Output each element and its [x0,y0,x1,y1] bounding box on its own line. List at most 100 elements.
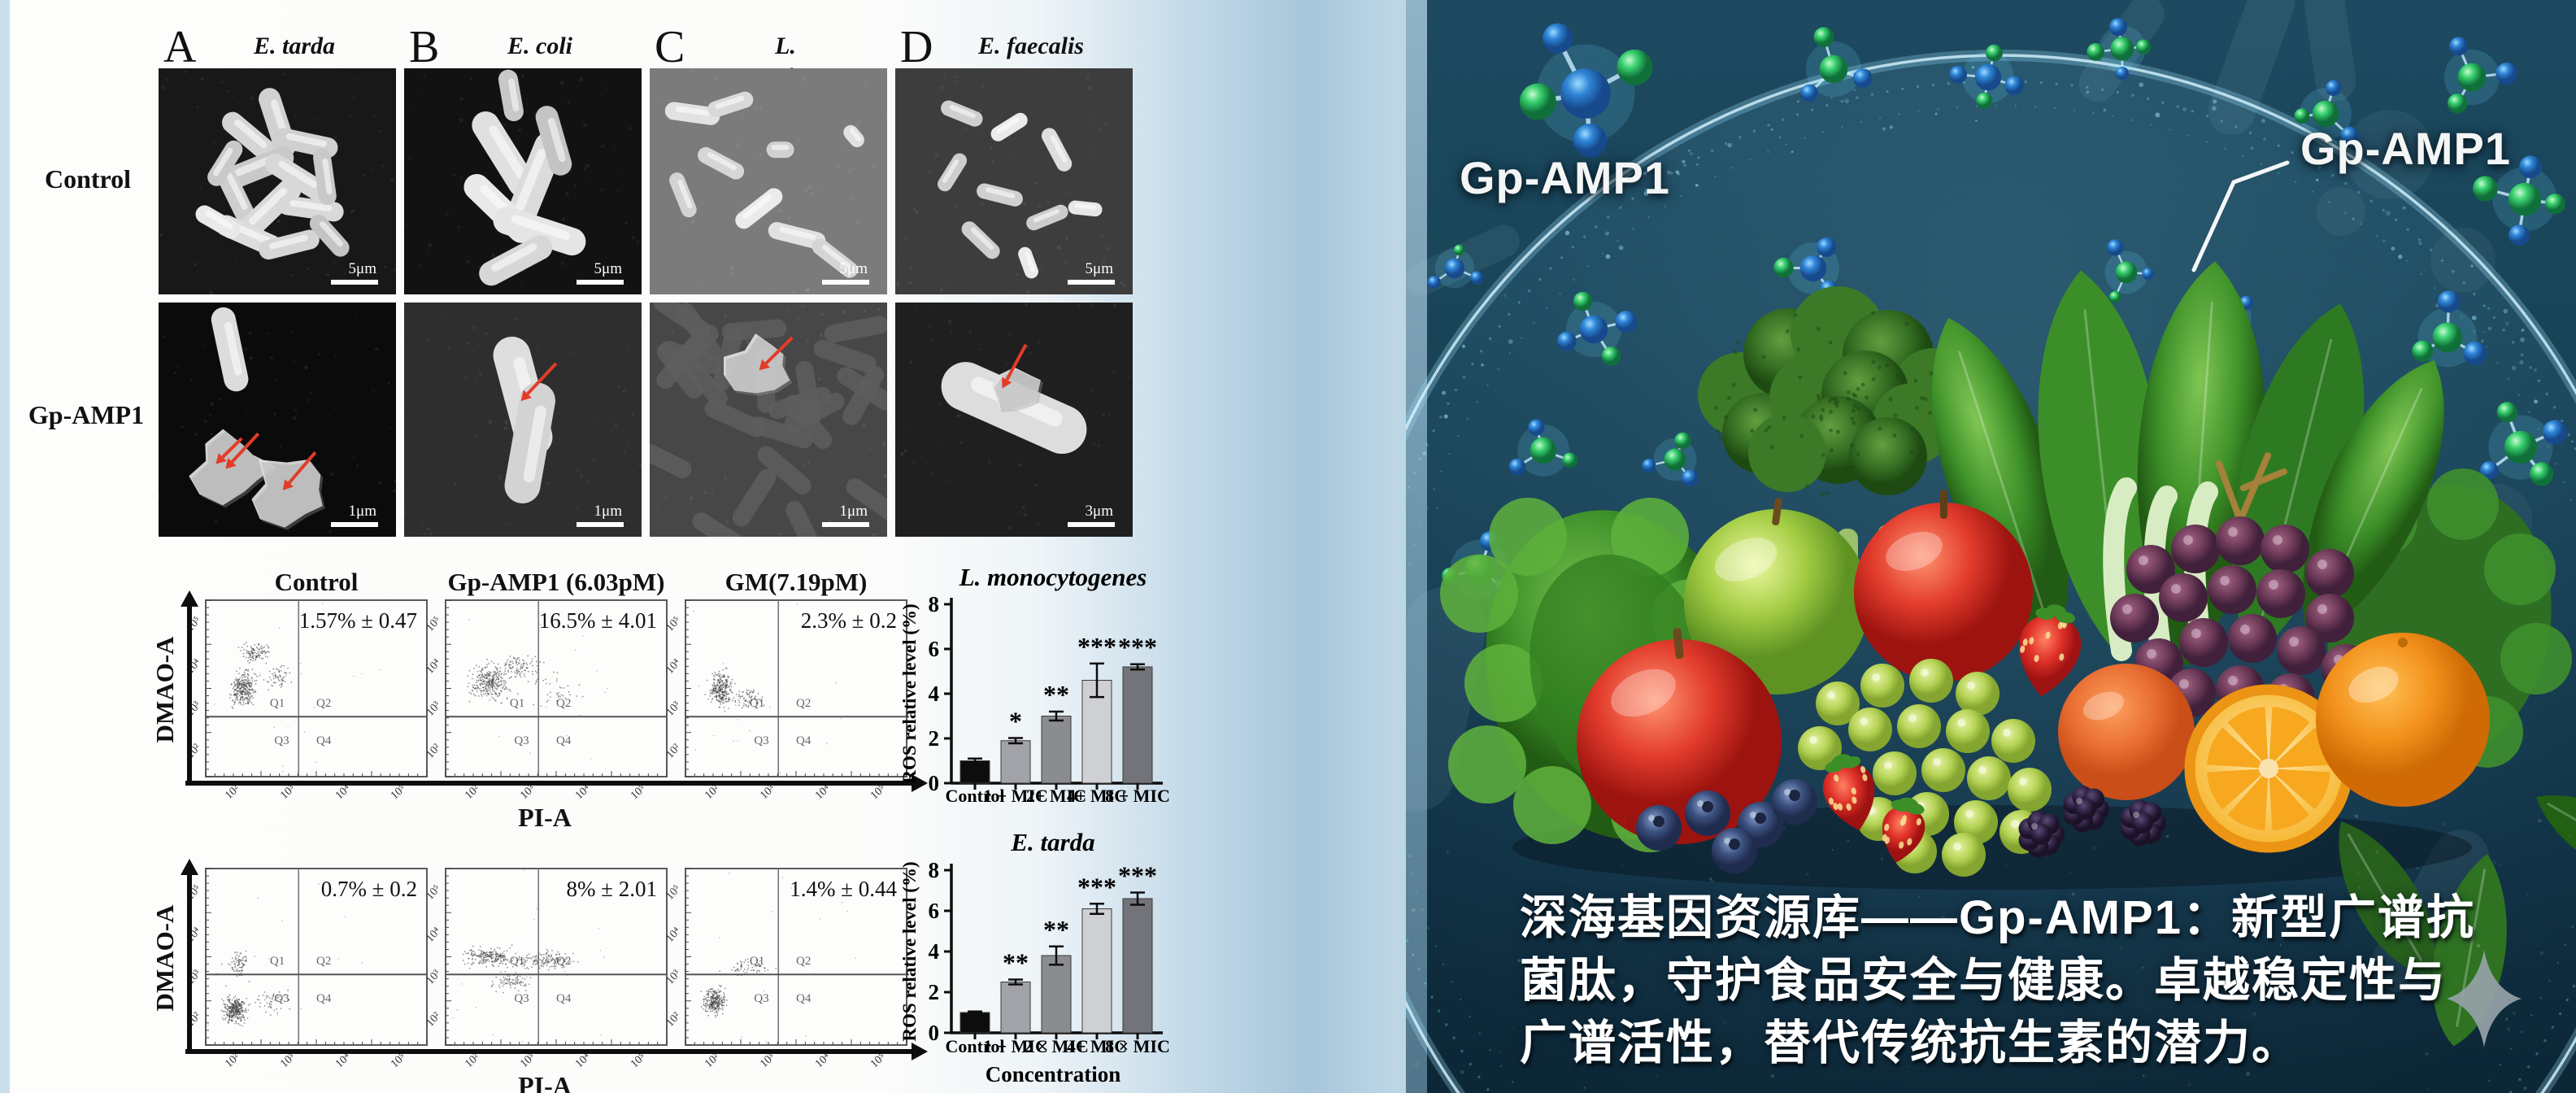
y-tick-label: 10³ [424,968,443,987]
poster-panel: Gp-AMP1 Gp-AMP1 深海基因资源库——Gp-AMP1：新型广谱抗 菌… [1406,0,2576,1093]
y-tick-label: 8 [929,592,940,616]
quadrant-percentage: 8% ± 2.01 [566,877,657,901]
bar-chart-1: L. monocytogenes 0 2 4 6 8 ROS relative level … [899,560,1173,834]
x-tick-label: 10² [223,1052,242,1070]
flow-column-title: Gp-AMP1 (6.03pM) [447,568,665,596]
quadrant-label: Q4 [316,734,332,747]
molecule-icon [2294,80,2360,146]
chart-title: L. monocytogenes [959,563,1147,591]
significance-stars: ** [1043,915,1069,944]
quadrant-percentage: 1.4% ± 0.44 [790,877,897,901]
bar-2+ MIC [1041,716,1072,784]
quadrant-label: Q3 [514,992,529,1005]
flow-y-axis-label: DMAO-A [150,904,179,1012]
poster-artwork [1406,0,2576,1093]
x-category-label: 1 + MIC [983,1036,1048,1056]
flow-plot: 10² 10² 10³ 10³ 10⁴ 10⁴ 10⁵ 10⁵ Q1 Q2 Q3 Q4 2.3% ± 0… [663,599,907,809]
x-tick-label: 10³ [758,783,777,802]
caption-line-1: 深海基因资源库——Gp-AMP1：新型广谱抗 [1520,891,2476,944]
sem-row-label-gpamp1: Gp-AMP1 [28,400,145,429]
quadrant-label: Q3 [274,992,289,1005]
sem-row-label-control: Control [44,164,132,194]
red-arrow-icon [225,432,260,469]
sem-species-label: E. tarda [253,33,336,59]
y-tick-label: 6 [929,899,940,923]
y-tick-label: 10⁴ [664,657,684,677]
sem-panel-letter: D [900,22,933,72]
molecule-icon [1773,237,1839,298]
bar-Control [959,1012,990,1034]
x-category-label: 4+ MIC [1067,786,1127,806]
x-tick-label: 10² [703,783,722,802]
x-category-label: Control [946,1036,1005,1056]
flow-x-axis-arrow [185,1043,928,1060]
flow-plot: 10² 10² 10³ 10³ 10⁴ 10⁴ 10⁵ 10⁵ Q1 Q2 Q3 Q4 8% ± 2.0… [423,868,668,1078]
flow-y-axis-label: DMAO-A [150,636,179,743]
y-tick-label: 10⁴ [424,657,444,677]
y-tick-label: 10⁵ [664,883,684,903]
x-tick-label: 10³ [278,783,298,802]
scale-bar-label: 5μm [840,260,868,277]
quadrant-label: Q3 [274,734,289,747]
scale-bar-label: 5μm [1086,260,1114,277]
chart-x-axis-label: Concentration [986,1062,1120,1086]
sem-image-c-control: 5μm [650,68,887,294]
significance-stars: *** [1118,633,1157,662]
y-tick-label: 8 [929,858,940,882]
chart-title: E. tarda [1010,828,1094,856]
quadrant-label: Q4 [796,734,812,747]
molecule-icon [1642,432,1699,487]
significance-stars: *** [1077,872,1116,901]
quadrant-label: Q2 [796,697,811,710]
label-pointer-line [2191,160,2290,272]
sem-image-c-gp-amp1: 1μm [650,303,887,537]
bar-Control [959,760,990,784]
y-tick-label: 0 [929,1021,940,1045]
chart-y-axis-label: ROS relative level (%) [899,603,920,783]
x-tick-label: 10⁴ [333,1051,353,1070]
x-tick-label: 10⁴ [573,1051,593,1070]
sem-image-d-gp-amp1: 3μm [895,303,1133,537]
y-tick-label: 10⁴ [424,925,444,945]
gp-amp1-label-left: Gp-AMP1 [1460,152,1670,203]
quadrant-label: Q2 [556,955,571,968]
y-tick-label: 10⁴ [664,925,684,945]
caption-line-2: 菌肽，守护食品安全与健康。卓越稳定性与 [1520,954,2448,1007]
quadrant-label: Q2 [556,697,571,710]
flow-x-axis-label: PI-A [518,1071,572,1093]
bar-4+ MIC [1081,908,1112,1034]
page-edge-strip [0,0,10,1093]
sem-image-b-gp-amp1: 1μm [404,303,642,537]
sem-image-d-control: 5μm [895,68,1133,294]
strawberry [1822,754,1875,830]
strawberry [1882,797,1925,863]
bar-chart-2: E. tarda 0 2 4 6 8 ROS relative level (%) Contr… [899,828,1173,1093]
flow-column-title: GM(7.19pM) [724,568,868,596]
flow-plot: 10² 10² 10³ 10³ 10⁴ 10⁴ 10⁵ 10⁵ Q1 Q2 Q3 Q4 1.57% ± … [183,599,428,809]
x-tick-label: 10² [223,783,242,802]
x-tick-label: 10⁵ [868,782,888,802]
molecule-icon [2480,402,2567,486]
bar-8 × MIC [1122,898,1153,1034]
gp-amp1-label-right: Gp-AMP1 [2300,123,2511,174]
strawberry [2019,604,2082,697]
scale-bar-label: 5μm [594,260,623,277]
flow-column-title: Control [274,568,359,596]
quadrant-label: Q1 [270,697,285,710]
scale-bar-label: 3μm [1086,503,1114,520]
quadrant-percentage: 1.57% ± 0.47 [299,608,417,633]
broccoli [1698,286,1976,581]
molecule-icon [2472,155,2565,246]
chart-y-axis-label: ROS relative level (%) [899,861,920,1041]
scale-bar-label: 1μm [349,503,377,520]
scale-bar-label: 5μm [349,260,377,277]
flow-y-axis-arrow [181,590,198,781]
flow-plot: 10² 10² 10³ 10³ 10⁴ 10⁴ 10⁵ 10⁵ Q1 Q2 Q3 Q4 0.7% ± 0… [183,868,428,1078]
x-category-label: 4+ MIC [1067,1036,1127,1056]
x-category-label: Control [946,786,1005,806]
y-tick-label: 10² [424,1010,443,1030]
orange-half [2184,684,2353,853]
significance-stars: ** [1003,948,1029,978]
red-arrow-icon [215,437,243,464]
